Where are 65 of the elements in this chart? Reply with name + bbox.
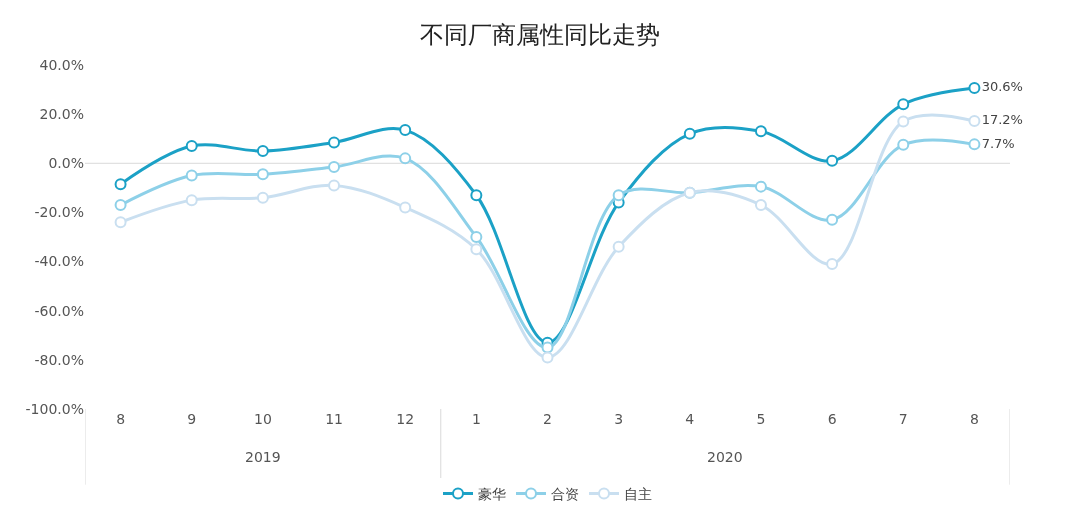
x-tick-label: 2	[543, 411, 552, 427]
point	[683, 127, 696, 140]
y-tick-label: -100.0%	[25, 400, 84, 417]
point	[968, 138, 981, 151]
text: 2019	[245, 449, 281, 465]
point	[612, 240, 625, 253]
point	[612, 189, 625, 202]
point	[470, 231, 483, 243]
legend-label: 豪华	[478, 485, 506, 502]
point	[826, 154, 839, 167]
x-tick-label: 8	[969, 411, 979, 427]
point	[399, 124, 412, 137]
point	[470, 243, 483, 256]
data-label: 7.7%	[981, 135, 1015, 151]
x-tick-label: 12	[396, 411, 415, 427]
point	[541, 351, 554, 364]
point	[328, 160, 341, 173]
point	[897, 138, 910, 151]
point	[114, 216, 127, 229]
x-tick-label: 1	[471, 411, 481, 427]
point	[470, 189, 483, 202]
data-label: 30.6%	[981, 79, 1023, 95]
point	[399, 152, 412, 165]
point	[897, 98, 910, 111]
point	[754, 125, 767, 138]
legend-label: 合资	[551, 485, 579, 502]
chart-title: 不同厂商属性同比走势	[420, 20, 660, 49]
y-tick-label: -60.0%	[34, 302, 84, 319]
x-tick-label: 9	[187, 411, 197, 427]
y-tick-label: -40.0%	[34, 253, 84, 270]
point	[826, 258, 839, 271]
x-tick-label: 4	[685, 411, 695, 427]
y-tick-label: 20.0%	[39, 106, 84, 123]
legend-label: 自主	[624, 485, 652, 502]
point	[185, 169, 198, 182]
point	[256, 191, 269, 204]
point	[185, 140, 198, 153]
x-tick-label: 11	[325, 411, 343, 427]
point	[399, 201, 412, 214]
point	[114, 178, 127, 191]
y-tick-label: -80.0%	[34, 351, 84, 368]
point	[185, 194, 198, 207]
point	[897, 115, 910, 128]
point	[114, 199, 127, 212]
text: 2020	[707, 449, 743, 465]
point	[541, 341, 554, 354]
point	[754, 199, 767, 212]
y-tick-label: 0.0%	[48, 155, 84, 172]
point	[328, 136, 341, 149]
x-tick-label: 8	[116, 411, 126, 427]
point	[968, 82, 981, 95]
point	[328, 179, 341, 192]
y-tick-label: -20.0%	[34, 204, 84, 221]
point	[826, 213, 839, 226]
x-tick-label: 7	[898, 411, 908, 427]
x-tick-label: 3	[614, 411, 624, 427]
data-label: 17.2%	[981, 112, 1023, 128]
x-tick-label: 10	[253, 411, 272, 427]
point	[256, 168, 269, 181]
point	[256, 145, 269, 157]
point	[754, 180, 767, 193]
x-tick-label: 5	[756, 411, 766, 427]
point	[968, 115, 981, 128]
y-tick-label: 40.0%	[39, 56, 84, 73]
x-tick-label: 6	[827, 411, 837, 427]
